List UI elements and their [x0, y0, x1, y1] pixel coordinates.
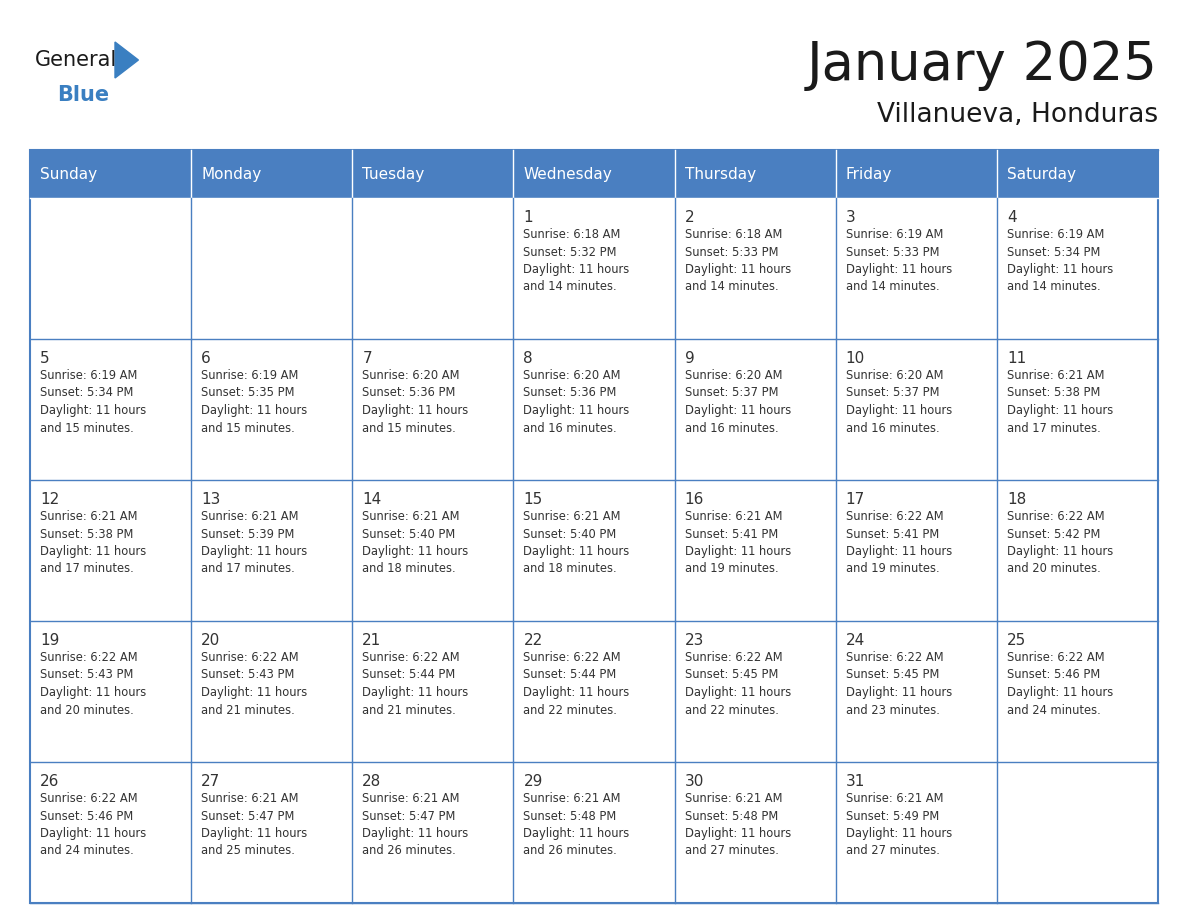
Text: 26: 26: [40, 774, 59, 789]
Text: Sunrise: 6:20 AM
Sunset: 5:36 PM
Daylight: 11 hours
and 15 minutes.: Sunrise: 6:20 AM Sunset: 5:36 PM Dayligh…: [362, 369, 468, 434]
Text: Sunrise: 6:22 AM
Sunset: 5:41 PM
Daylight: 11 hours
and 19 minutes.: Sunrise: 6:22 AM Sunset: 5:41 PM Dayligh…: [846, 510, 952, 576]
Text: Sunrise: 6:21 AM
Sunset: 5:40 PM
Daylight: 11 hours
and 18 minutes.: Sunrise: 6:21 AM Sunset: 5:40 PM Dayligh…: [524, 510, 630, 576]
Text: General: General: [34, 50, 118, 70]
Text: Villanueva, Honduras: Villanueva, Honduras: [877, 102, 1158, 128]
Text: Sunrise: 6:21 AM
Sunset: 5:41 PM
Daylight: 11 hours
and 19 minutes.: Sunrise: 6:21 AM Sunset: 5:41 PM Dayligh…: [684, 510, 791, 576]
Text: January 2025: January 2025: [807, 39, 1158, 91]
Text: Blue: Blue: [57, 85, 109, 105]
Bar: [30, 150, 1158, 198]
Text: 16: 16: [684, 492, 704, 507]
Text: 6: 6: [201, 351, 211, 366]
Text: Sunrise: 6:22 AM
Sunset: 5:44 PM
Daylight: 11 hours
and 21 minutes.: Sunrise: 6:22 AM Sunset: 5:44 PM Dayligh…: [362, 651, 468, 717]
Text: 8: 8: [524, 351, 533, 366]
Text: Saturday: Saturday: [1007, 166, 1076, 182]
Text: Sunrise: 6:21 AM
Sunset: 5:48 PM
Daylight: 11 hours
and 27 minutes.: Sunrise: 6:21 AM Sunset: 5:48 PM Dayligh…: [684, 792, 791, 857]
Text: 14: 14: [362, 492, 381, 507]
Text: Sunrise: 6:21 AM
Sunset: 5:48 PM
Daylight: 11 hours
and 26 minutes.: Sunrise: 6:21 AM Sunset: 5:48 PM Dayligh…: [524, 792, 630, 857]
Text: 27: 27: [201, 774, 221, 789]
Text: 10: 10: [846, 351, 865, 366]
Text: Sunrise: 6:19 AM
Sunset: 5:35 PM
Daylight: 11 hours
and 15 minutes.: Sunrise: 6:19 AM Sunset: 5:35 PM Dayligh…: [201, 369, 308, 434]
Text: Sunrise: 6:20 AM
Sunset: 5:37 PM
Daylight: 11 hours
and 16 minutes.: Sunrise: 6:20 AM Sunset: 5:37 PM Dayligh…: [684, 369, 791, 434]
Text: 11: 11: [1007, 351, 1026, 366]
Text: Sunrise: 6:18 AM
Sunset: 5:32 PM
Daylight: 11 hours
and 14 minutes.: Sunrise: 6:18 AM Sunset: 5:32 PM Dayligh…: [524, 228, 630, 294]
Text: Sunrise: 6:22 AM
Sunset: 5:44 PM
Daylight: 11 hours
and 22 minutes.: Sunrise: 6:22 AM Sunset: 5:44 PM Dayligh…: [524, 651, 630, 717]
Text: 9: 9: [684, 351, 694, 366]
Text: 22: 22: [524, 633, 543, 648]
Text: 24: 24: [846, 633, 865, 648]
Text: 31: 31: [846, 774, 865, 789]
Text: Sunrise: 6:20 AM
Sunset: 5:36 PM
Daylight: 11 hours
and 16 minutes.: Sunrise: 6:20 AM Sunset: 5:36 PM Dayligh…: [524, 369, 630, 434]
Text: 1: 1: [524, 210, 533, 225]
Text: Sunrise: 6:21 AM
Sunset: 5:38 PM
Daylight: 11 hours
and 17 minutes.: Sunrise: 6:21 AM Sunset: 5:38 PM Dayligh…: [1007, 369, 1113, 434]
Text: Sunrise: 6:21 AM
Sunset: 5:39 PM
Daylight: 11 hours
and 17 minutes.: Sunrise: 6:21 AM Sunset: 5:39 PM Dayligh…: [201, 510, 308, 576]
Text: Thursday: Thursday: [684, 166, 756, 182]
Text: Sunrise: 6:22 AM
Sunset: 5:46 PM
Daylight: 11 hours
and 24 minutes.: Sunrise: 6:22 AM Sunset: 5:46 PM Dayligh…: [1007, 651, 1113, 717]
Text: Sunrise: 6:21 AM
Sunset: 5:47 PM
Daylight: 11 hours
and 25 minutes.: Sunrise: 6:21 AM Sunset: 5:47 PM Dayligh…: [201, 792, 308, 857]
Text: 18: 18: [1007, 492, 1026, 507]
Text: 23: 23: [684, 633, 704, 648]
Text: Sunrise: 6:19 AM
Sunset: 5:34 PM
Daylight: 11 hours
and 14 minutes.: Sunrise: 6:19 AM Sunset: 5:34 PM Dayligh…: [1007, 228, 1113, 294]
Text: 29: 29: [524, 774, 543, 789]
Text: Sunrise: 6:22 AM
Sunset: 5:46 PM
Daylight: 11 hours
and 24 minutes.: Sunrise: 6:22 AM Sunset: 5:46 PM Dayligh…: [40, 792, 146, 857]
Text: Sunrise: 6:20 AM
Sunset: 5:37 PM
Daylight: 11 hours
and 16 minutes.: Sunrise: 6:20 AM Sunset: 5:37 PM Dayligh…: [846, 369, 952, 434]
Text: 19: 19: [40, 633, 59, 648]
Text: Sunrise: 6:18 AM
Sunset: 5:33 PM
Daylight: 11 hours
and 14 minutes.: Sunrise: 6:18 AM Sunset: 5:33 PM Dayligh…: [684, 228, 791, 294]
Text: Friday: Friday: [846, 166, 892, 182]
Text: 5: 5: [40, 351, 50, 366]
Text: 4: 4: [1007, 210, 1017, 225]
Text: 20: 20: [201, 633, 221, 648]
Text: Sunrise: 6:21 AM
Sunset: 5:38 PM
Daylight: 11 hours
and 17 minutes.: Sunrise: 6:21 AM Sunset: 5:38 PM Dayligh…: [40, 510, 146, 576]
Text: Tuesday: Tuesday: [362, 166, 424, 182]
Text: Sunday: Sunday: [40, 166, 97, 182]
Text: 28: 28: [362, 774, 381, 789]
Text: Sunrise: 6:21 AM
Sunset: 5:47 PM
Daylight: 11 hours
and 26 minutes.: Sunrise: 6:21 AM Sunset: 5:47 PM Dayligh…: [362, 792, 468, 857]
Text: Wednesday: Wednesday: [524, 166, 612, 182]
Text: 12: 12: [40, 492, 59, 507]
Text: 7: 7: [362, 351, 372, 366]
Text: Sunrise: 6:19 AM
Sunset: 5:34 PM
Daylight: 11 hours
and 15 minutes.: Sunrise: 6:19 AM Sunset: 5:34 PM Dayligh…: [40, 369, 146, 434]
Text: 3: 3: [846, 210, 855, 225]
Text: Sunrise: 6:21 AM
Sunset: 5:49 PM
Daylight: 11 hours
and 27 minutes.: Sunrise: 6:21 AM Sunset: 5:49 PM Dayligh…: [846, 792, 952, 857]
Text: 13: 13: [201, 492, 221, 507]
Bar: [30, 150, 1158, 903]
Text: 15: 15: [524, 492, 543, 507]
Text: Sunrise: 6:21 AM
Sunset: 5:40 PM
Daylight: 11 hours
and 18 minutes.: Sunrise: 6:21 AM Sunset: 5:40 PM Dayligh…: [362, 510, 468, 576]
Text: 2: 2: [684, 210, 694, 225]
Polygon shape: [115, 42, 138, 78]
Text: Sunrise: 6:22 AM
Sunset: 5:45 PM
Daylight: 11 hours
and 23 minutes.: Sunrise: 6:22 AM Sunset: 5:45 PM Dayligh…: [846, 651, 952, 717]
Text: Sunrise: 6:22 AM
Sunset: 5:43 PM
Daylight: 11 hours
and 20 minutes.: Sunrise: 6:22 AM Sunset: 5:43 PM Dayligh…: [40, 651, 146, 717]
Text: Sunrise: 6:22 AM
Sunset: 5:42 PM
Daylight: 11 hours
and 20 minutes.: Sunrise: 6:22 AM Sunset: 5:42 PM Dayligh…: [1007, 510, 1113, 576]
Text: 30: 30: [684, 774, 704, 789]
Text: Sunrise: 6:22 AM
Sunset: 5:45 PM
Daylight: 11 hours
and 22 minutes.: Sunrise: 6:22 AM Sunset: 5:45 PM Dayligh…: [684, 651, 791, 717]
Text: 17: 17: [846, 492, 865, 507]
Text: 21: 21: [362, 633, 381, 648]
Text: Monday: Monday: [201, 166, 261, 182]
Text: Sunrise: 6:19 AM
Sunset: 5:33 PM
Daylight: 11 hours
and 14 minutes.: Sunrise: 6:19 AM Sunset: 5:33 PM Dayligh…: [846, 228, 952, 294]
Text: Sunrise: 6:22 AM
Sunset: 5:43 PM
Daylight: 11 hours
and 21 minutes.: Sunrise: 6:22 AM Sunset: 5:43 PM Dayligh…: [201, 651, 308, 717]
Text: 25: 25: [1007, 633, 1026, 648]
